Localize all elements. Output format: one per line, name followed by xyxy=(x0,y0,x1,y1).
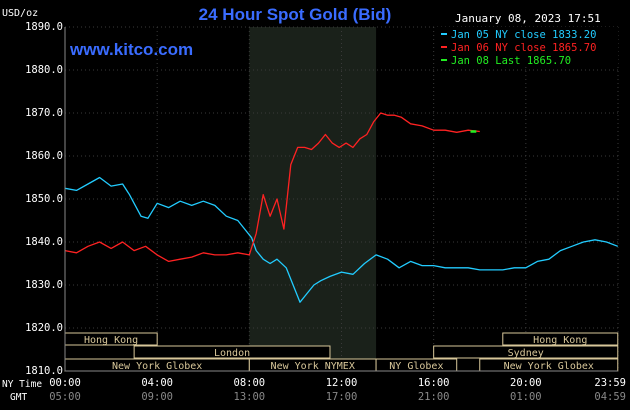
axes: 1890.0 1880.0 1870.0 1860.0 1850.0 1840.0 1830… xyxy=(2,21,626,403)
y-tick-label: 1880.0 xyxy=(25,64,63,76)
session-label: Hong Kong xyxy=(84,335,138,346)
legend-box xyxy=(436,27,618,67)
series-line-jan-06 xyxy=(64,112,480,263)
price-series-layer xyxy=(64,112,619,303)
x-tick-label-ny: 04:00 xyxy=(141,377,173,389)
legend-entry: Jan 06 NY close 1865.70 xyxy=(451,42,596,54)
series-line-jan-05 xyxy=(64,176,619,303)
chart-title: 24 Hour Spot Gold (Bid) xyxy=(199,5,392,24)
y-axis-unit-label: USD/oz xyxy=(2,8,38,19)
session-label: London xyxy=(214,348,250,359)
x-row-label-ny: NY Time xyxy=(2,379,42,390)
y-tick-label: 1890.0 xyxy=(25,21,63,33)
session-label: NY Globex xyxy=(389,361,443,372)
x-tick-label-ny: 08:00 xyxy=(234,377,266,389)
session-label: Sydney xyxy=(508,348,544,359)
chart-timestamp: January 08, 2023 17:51 xyxy=(455,12,601,25)
x-tick-label-gmt: 05:00 xyxy=(49,391,81,403)
y-tick-label: 1850.0 xyxy=(25,193,63,205)
x-tick-label-gmt: 09:00 xyxy=(141,391,173,403)
x-tick-label-ny: 16:00 xyxy=(418,377,450,389)
session-label: New York Globex xyxy=(504,361,594,372)
y-tick-label: 1820.0 xyxy=(25,322,63,334)
x-tick-label-gmt: 01:00 xyxy=(510,391,542,403)
legend-entry: Jan 08 Last 1865.70 xyxy=(451,55,571,67)
session-label: Hong Kong xyxy=(533,335,587,346)
session-label: New York NYMEX xyxy=(271,361,355,372)
x-row-label-gmt: GMT xyxy=(10,392,27,403)
session-bar xyxy=(133,345,331,359)
x-tick-label-ny: 00:00 xyxy=(49,377,81,389)
session-label: New York Globex xyxy=(112,361,202,372)
nymex-session-shading xyxy=(249,27,377,371)
y-tick-label: 1840.0 xyxy=(25,236,63,248)
x-tick-label-gmt: 17:00 xyxy=(326,391,358,403)
x-tick-label-ny: 23:59 xyxy=(594,377,626,389)
source-link[interactable]: www.kitco.com xyxy=(69,40,193,59)
y-tick-label: 1810.0 xyxy=(25,365,63,377)
y-tick-label: 1870.0 xyxy=(25,107,63,119)
y-tick-label: 1860.0 xyxy=(25,150,63,162)
x-tick-label-ny: 20:00 xyxy=(510,377,542,389)
market-sessions-bars: Hong Kong Hong Kong London Sydney New York G… xyxy=(64,332,619,372)
x-tick-label-gmt: 04:59 xyxy=(594,391,626,403)
x-tick-label-ny: 12:00 xyxy=(326,377,358,389)
legend-entry: Jan 05 NY close 1833.20 xyxy=(451,29,596,41)
session-bar xyxy=(433,345,619,359)
session-bar xyxy=(502,332,619,346)
y-tick-label: 1830.0 xyxy=(25,279,63,291)
x-tick-label-gmt: 21:00 xyxy=(418,391,450,403)
x-tick-label-gmt: 13:00 xyxy=(234,391,266,403)
